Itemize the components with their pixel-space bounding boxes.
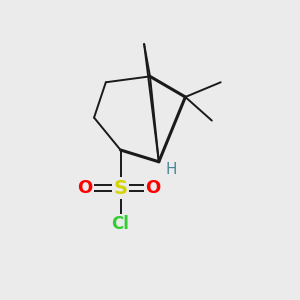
Text: Cl: Cl — [112, 214, 130, 232]
Text: S: S — [114, 179, 128, 198]
Text: O: O — [145, 179, 160, 197]
Text: H: H — [166, 162, 177, 177]
Text: O: O — [78, 179, 93, 197]
